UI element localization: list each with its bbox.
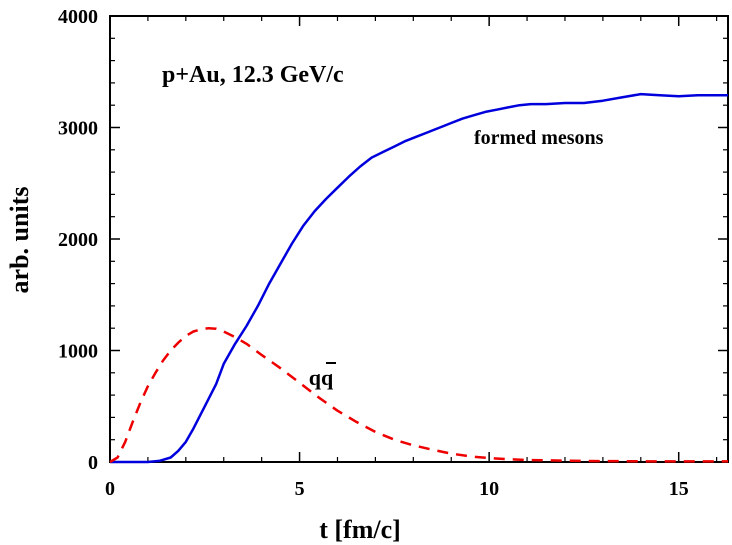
series-layer [109,92,728,464]
x-tick-label: 15 [669,478,689,500]
x-axis-label: t [fm/c] [319,515,401,544]
axis-tick-labels: 0 5 10 15 0 1000 2000 3000 4000 [58,6,689,500]
formed-mesons-label: formed mesons [474,127,604,149]
x-tick-label: 10 [479,478,499,500]
system-annotation: p+Au, 12.3 GeV/c [162,62,344,88]
axis-ticks [109,15,728,463]
qq-label-group: qq [309,362,336,390]
y-tick-label: 4000 [58,6,98,28]
y-axis-label: arb. units [5,187,34,294]
y-tick-label: 2000 [58,229,98,251]
formed-mesons-line [110,92,728,464]
y-tick-label: 0 [88,452,98,474]
y-tick-label: 1000 [58,341,98,363]
qq-label: qq [309,365,334,390]
x-tick-label: 5 [295,478,305,500]
qq-dashed-line [109,326,728,464]
y-tick-label: 3000 [58,118,98,140]
x-tick-label: 0 [105,478,115,500]
